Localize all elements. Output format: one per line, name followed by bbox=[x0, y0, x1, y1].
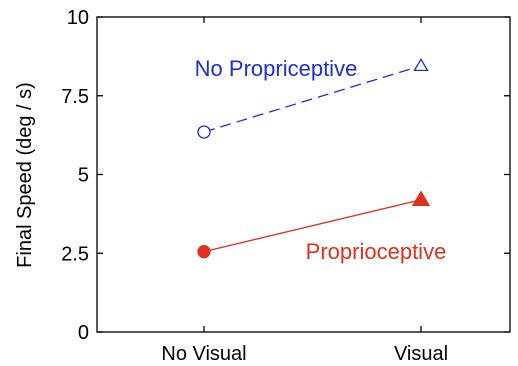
series-layer bbox=[197, 58, 431, 259]
y-tick-label: 7.5 bbox=[61, 86, 89, 108]
series-line bbox=[203, 199, 422, 253]
series-0 bbox=[197, 58, 429, 139]
y-tick-label: 5 bbox=[78, 165, 89, 187]
series-1 bbox=[197, 190, 431, 259]
series-label-no-proprioceptive: No Propriceptive bbox=[195, 56, 358, 81]
y-tick-label: 0 bbox=[78, 322, 89, 344]
series-point bbox=[197, 245, 211, 259]
x-ticks: No Visual Visual bbox=[161, 17, 448, 365]
x-tick-label: Visual bbox=[394, 343, 448, 365]
y-tick-label: 2.5 bbox=[61, 243, 89, 265]
y-tick-label: 10 bbox=[67, 7, 89, 29]
y-axis-label: Final Speed (deg / s) bbox=[14, 82, 36, 268]
series-point bbox=[411, 190, 431, 206]
series-point bbox=[197, 125, 211, 139]
series-line bbox=[203, 65, 422, 133]
series-label-proprioceptive: Proprioceptive bbox=[306, 239, 447, 264]
x-tick-label: No Visual bbox=[161, 343, 246, 365]
y-ticks: 0 2.5 5 7.5 10 bbox=[61, 7, 510, 344]
series-point bbox=[413, 58, 429, 72]
